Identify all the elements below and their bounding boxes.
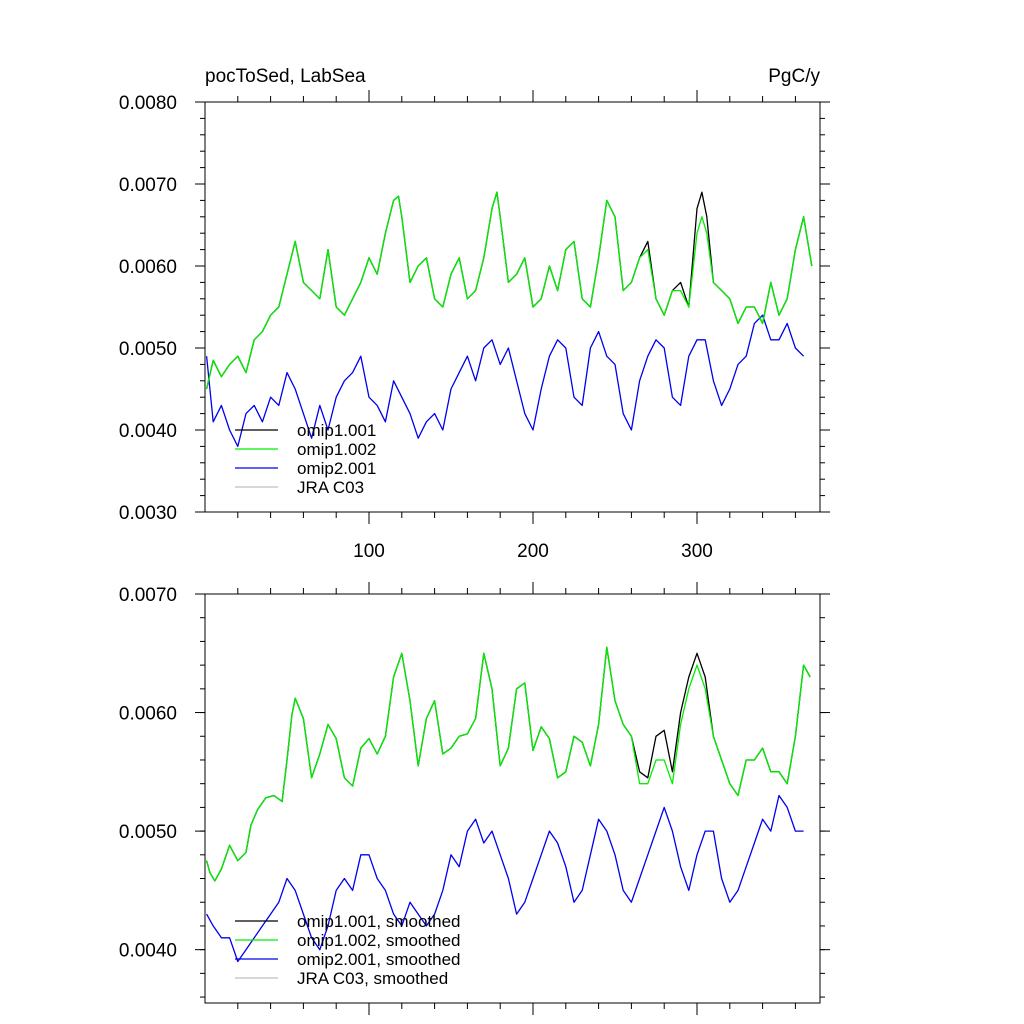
series-line-omip2-001-smoothed [206,794,804,963]
series-line-omip2-001 [205,314,805,448]
y-tick-label: 0.0050 [119,339,177,360]
y-tick-label: 0.0060 [119,257,177,278]
legend-label: JRA C03, smoothed [297,969,448,988]
top-title-left: pocToSed, LabSea [205,66,366,87]
legend-label: omip1.001 [297,421,376,440]
y-tick-label: 0.0040 [119,941,177,962]
top-panel: pocToSed, LabSea PgC/y 100 200 300 0.0030 0.… [119,66,830,562]
top-title-right: PgC/y [768,66,820,87]
x-tick-label: 200 [517,541,549,562]
x-tick-label: 100 [353,541,385,562]
legend-label: JRA C03 [297,478,364,497]
bottom-ticks: 0.0040 0.0050 0.0060 0.0070 [119,582,830,1015]
legend-label: omip2.001, smoothed [297,950,461,969]
series-line-omip1-002 [205,191,813,390]
y-tick-label: 0.0060 [119,704,177,725]
bottom-series [205,646,811,963]
series-line-omip1-002-smoothed [205,646,811,882]
y-tick-label: 0.0070 [119,175,177,196]
y-tick-label: 0.0070 [119,585,177,606]
top-ticks: 100 200 300 0.0030 0.0040 0.0050 0.0060 0.0070 0… [119,90,830,562]
top-frame [204,101,821,513]
legend-label: omip1.002, smoothed [297,931,461,950]
legend-label: omip1.001, smoothed [297,912,461,931]
legend-label: omip1.002 [297,440,376,459]
y-tick-label: 0.0050 [119,822,177,843]
y-tick-label: 0.0080 [119,93,177,114]
top-series [205,191,813,448]
bottom-frame [204,593,821,1004]
legend-label: omip2.001 [297,459,376,478]
y-tick-label: 0.0030 [119,503,177,524]
y-tick-label: 0.0040 [119,421,177,442]
x-tick-label: 300 [681,541,713,562]
bottom-panel: 0.0040 0.0050 0.0060 0.0070 omip1.001, smoo… [119,582,830,1015]
